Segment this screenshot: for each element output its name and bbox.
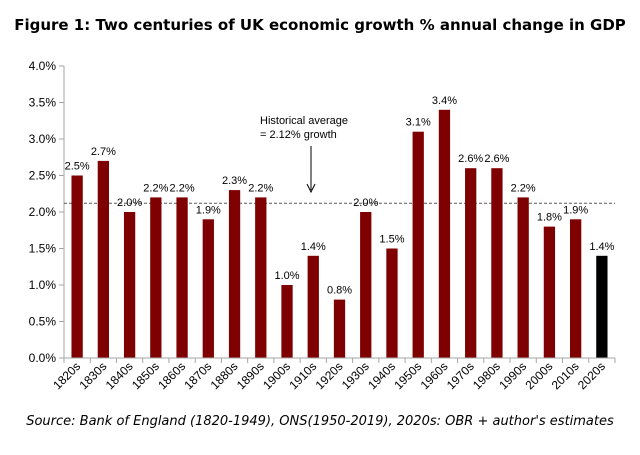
data-label-1970s: 2.6% (458, 153, 483, 165)
bar-1880s (228, 190, 241, 358)
y-tick-label: 2.0% (29, 205, 57, 219)
bar-1910s (307, 255, 319, 358)
x-tick-label-1940s: 1940s (365, 359, 398, 392)
bar-1900s (281, 285, 293, 358)
y-tick-label: 1.5% (29, 242, 57, 256)
bar-1820s (71, 175, 83, 358)
bar-1850s (150, 197, 162, 358)
bar-1960s (438, 109, 451, 358)
bar-1990s (517, 197, 529, 358)
bar-1890s (255, 197, 267, 358)
x-tick-label-1880s: 1880s (208, 359, 241, 392)
data-label-1900s: 1.0% (274, 270, 299, 282)
annotation-arrow-head (306, 183, 316, 194)
x-tick-label-1840s: 1840s (103, 359, 136, 392)
bar-2000s (543, 226, 556, 358)
chart-title: Figure 1: Two centuries of UK economic g… (14, 16, 626, 34)
bar-2010s (570, 219, 582, 358)
x-tick-label-2020s: 2020s (575, 359, 608, 392)
x-tick-label-1860s: 1860s (155, 359, 188, 392)
data-label-1820s: 2.5% (65, 161, 90, 173)
data-label-1990s: 2.2% (511, 182, 536, 194)
bar-1980s (491, 168, 503, 358)
x-tick-label-1830s: 1830s (76, 359, 109, 392)
annotation-text-line: Historical average (260, 115, 348, 127)
data-label-1840s: 2.0% (117, 197, 142, 209)
data-label-2000s: 1.8% (537, 212, 562, 224)
data-label-1980s: 2.6% (484, 153, 509, 165)
data-label-1940s: 1.5% (379, 234, 404, 246)
y-tick-label: 1.0% (29, 278, 57, 292)
data-label-1880s: 2.3% (222, 175, 247, 187)
x-tick-label-1950s: 1950s (391, 359, 424, 392)
data-label-1850s: 2.2% (143, 182, 168, 194)
bar-series (71, 109, 608, 358)
data-label-1920s: 0.8% (327, 285, 352, 297)
x-tick-label-2010s: 2010s (549, 359, 582, 392)
bar-1840s (123, 212, 136, 358)
x-tick-label-1890s: 1890s (234, 359, 267, 392)
y-tick-label: 0.0% (29, 351, 57, 365)
x-tick-label-1910s: 1910s (286, 359, 319, 392)
data-label-1910s: 1.4% (301, 241, 326, 253)
bar-1970s (465, 168, 477, 358)
x-tick-label-1870s: 1870s (181, 359, 214, 392)
bar-1870s (202, 219, 214, 358)
data-label-group: 2.5%2.7%2.0%2.2% 2.2%1.9%2.3%2.2%1.0%1.4%… (65, 95, 615, 297)
x-tick-label-1930s: 1930s (339, 359, 372, 392)
bar-1940s (386, 248, 398, 358)
bar-1920s (333, 299, 346, 358)
annotation-text-line: = 2.12% growth (260, 129, 337, 141)
y-tick-label: 2.5% (29, 169, 57, 183)
data-label-2020s: 1.4% (589, 241, 614, 253)
y-tick-label: 3.0% (29, 132, 57, 146)
chart-source-note: Source: Bank of England (1820-1949), ONS… (26, 414, 614, 429)
data-label-1960s: 3.4% (432, 95, 457, 107)
data-label-1870s: 1.9% (196, 204, 221, 216)
data-label-2010s: 1.9% (563, 204, 588, 216)
x-tick-label-1960s: 1960s (418, 359, 451, 392)
y-tick-label: 4.0% (29, 59, 57, 73)
bar-2020s (596, 255, 608, 358)
x-tick-label-1990s: 1990s (496, 359, 529, 392)
data-label-1950s: 3.1% (406, 117, 431, 129)
data-label-1830s: 2.7% (91, 146, 116, 158)
data-label-1930s: 2.0% (353, 197, 378, 209)
y-tick-label: 3.5% (29, 96, 57, 110)
x-tick-label-1970s: 1970s (444, 359, 477, 392)
y-axis: 0.0% 0.5% 1.0% 1.5% 2.0% 2.5% 3.0% 3.5% 4.0% (29, 59, 65, 365)
x-tick-label-1920s: 1920s (313, 359, 346, 392)
bar-1860s (176, 197, 188, 358)
y-tick-label: 0.5% (29, 315, 57, 329)
bar-1930s (360, 212, 372, 358)
x-tick-label-1900s: 1900s (260, 359, 293, 392)
x-axis: 1820s1830s1840s1850s1860s1870s1880s1890s… (50, 357, 616, 392)
data-label-1860s: 2.2% (170, 182, 195, 194)
bar-1950s (412, 131, 424, 358)
bar-1830s (97, 160, 109, 358)
x-tick-label-1980s: 1980s (470, 359, 503, 392)
x-tick-label-1850s: 1850s (129, 359, 162, 392)
data-label-1890s: 2.2% (248, 182, 273, 194)
x-tick-label-2000s: 2000s (523, 359, 556, 392)
